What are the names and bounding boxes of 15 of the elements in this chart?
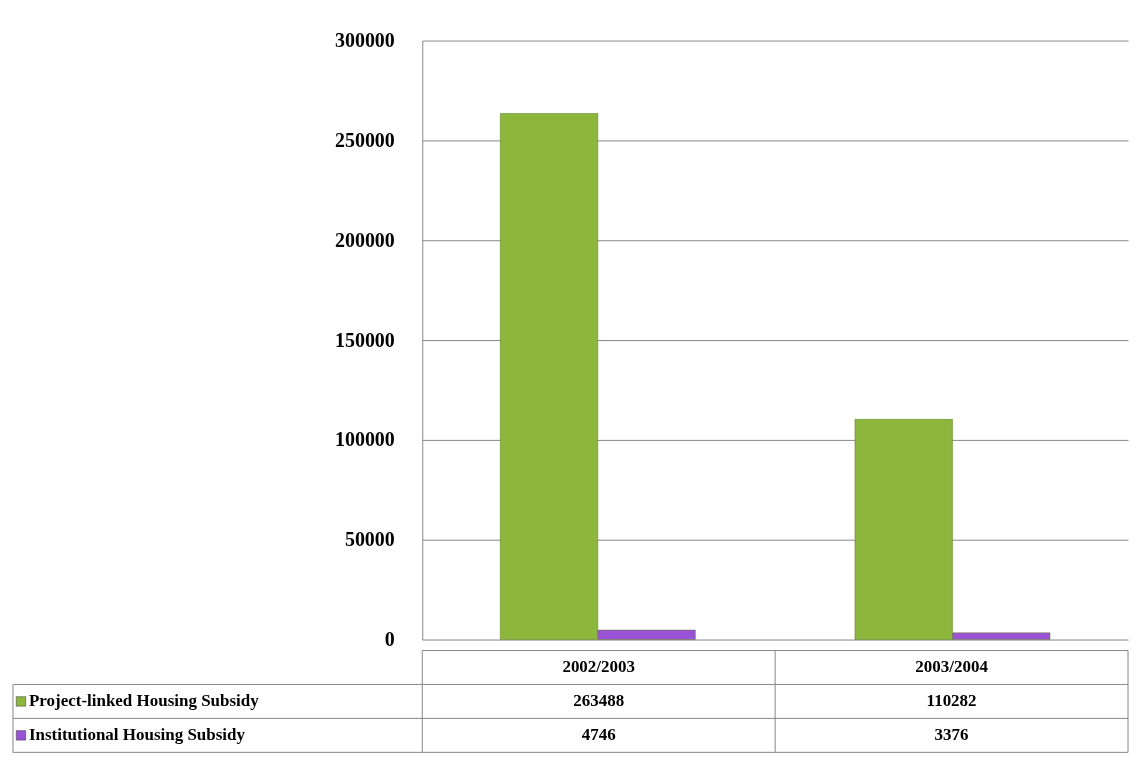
x-tick-label: 2003/2004	[915, 657, 989, 677]
data-label: 3376	[934, 725, 969, 745]
legend-label: Project-linked Housing Subsidy	[28, 691, 260, 711]
legend-label: Institutional Housing Subsidy	[28, 725, 246, 745]
data-label: 4746	[581, 725, 616, 745]
y-tick-label: 250000	[334, 128, 395, 151]
y-tick-label: 0	[384, 628, 395, 651]
x-tick-label: 2002/2003	[562, 657, 635, 677]
data-label: 110282	[926, 691, 977, 711]
y-tick-label: 300000	[334, 29, 395, 52]
data-label: 263488	[573, 691, 625, 711]
y-tick-label: 200000	[334, 228, 395, 251]
y-tick-label: 100000	[334, 428, 395, 451]
y-tick-label: 150000	[334, 328, 395, 351]
y-tick-label: 50000	[344, 528, 395, 551]
